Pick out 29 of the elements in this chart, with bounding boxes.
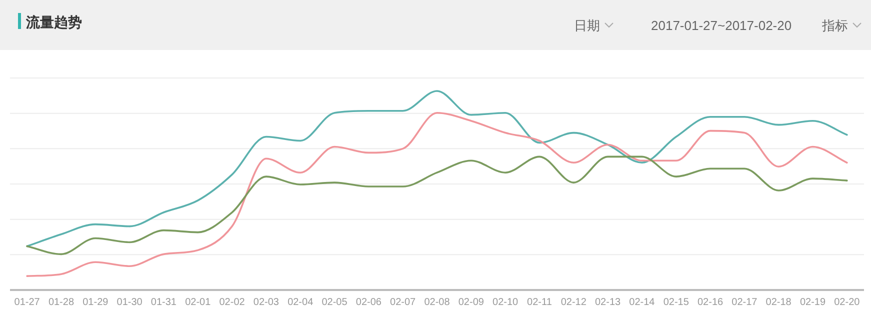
x-tick-label: 02-15 [663,297,690,308]
x-tick-label: 01-28 [48,297,74,308]
x-tick-label: 02-17 [732,297,758,308]
chart-title: 流量趋势 [25,14,82,30]
x-tick-label: 02-13 [595,297,622,308]
x-tick-label: 02-01 [185,297,212,308]
x-tick-label: 02-09 [458,297,484,308]
x-tick-label: 02-02 [219,297,246,308]
x-tick-label: 02-05 [322,297,348,308]
x-tick-label: 01-27 [14,297,40,308]
x-tick-label: 02-06 [356,297,382,308]
text: 指标 [821,18,848,33]
text: 2017-01-27~2017-02-20 [651,18,792,33]
x-tick-label: 01-31 [150,297,177,308]
x-tick-label: 02-07 [390,297,416,308]
x-tick-label: 02-11 [527,297,552,308]
x-tick-label: 02-10 [492,297,519,308]
x-tick-label: 02-04 [288,297,314,308]
x-tick-label: 02-20 [834,297,860,308]
x-tick-label: 01-29 [82,297,109,308]
text: 日期 [574,18,600,33]
x-tick-label: 01-30 [116,297,143,308]
x-tick-label: 02-03 [253,297,280,308]
x-tick-label: 02-12 [560,297,587,308]
x-tick-label: 02-18 [766,297,792,308]
x-tick-label: 02-14 [629,297,656,308]
x-tick-label: 02-19 [800,297,826,308]
x-tick-label: 02-08 [424,297,450,308]
x-tick-label: 02-16 [697,297,724,308]
